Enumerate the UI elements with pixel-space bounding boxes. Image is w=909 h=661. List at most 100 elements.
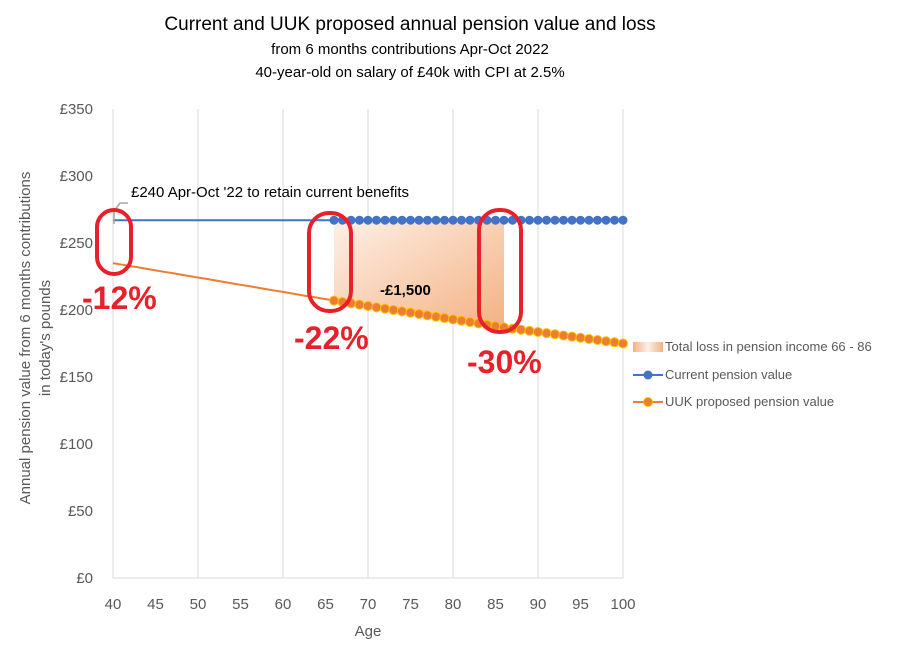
chart-subtitle-1: from 6 months contributions Apr-Oct 2022 [271, 41, 549, 58]
y-tick-0: £0 [76, 570, 93, 587]
x-tick-70: 70 [360, 596, 377, 613]
point-uuk-72 [380, 303, 390, 314]
point-uuk-91 [541, 328, 552, 339]
point-current-100 [618, 215, 628, 225]
point-uuk-95 [575, 332, 586, 343]
highlight-ellipse-66 [307, 211, 353, 313]
point-uuk-79 [439, 313, 450, 324]
point-current-97 [593, 215, 602, 225]
pct-label-86: -30% [467, 344, 542, 380]
point-current-93 [559, 215, 568, 225]
legend-label-uuk: UUK proposed pension value [665, 394, 835, 409]
x-tick-75: 75 [402, 596, 419, 613]
point-uuk-70 [363, 300, 373, 311]
point-current-94 [567, 215, 577, 225]
chart-title: Current and UUK proposed annual pension … [164, 14, 656, 35]
y-tick-250: £250 [60, 235, 93, 252]
point-uuk-100 [618, 338, 628, 349]
legend-label-loss: Total loss in pension income 66 - 86 [665, 339, 872, 354]
point-uuk-89 [524, 325, 535, 336]
point-current-69 [355, 215, 364, 225]
pct-label-66: -22% [294, 320, 369, 356]
x-tick-65: 65 [317, 596, 334, 613]
y-tick-350: £350 [60, 101, 93, 118]
point-current-89 [525, 215, 534, 225]
point-current-78 [431, 215, 441, 225]
loss-label: -£1,500 [380, 282, 431, 299]
point-current-74 [397, 215, 407, 225]
x-tick-50: 50 [190, 596, 207, 613]
point-uuk-74 [397, 306, 407, 317]
point-uuk-93 [558, 330, 569, 341]
legend-item-loss: Total loss in pension income 66 - 86 [633, 339, 872, 354]
point-current-79 [440, 215, 449, 225]
point-uuk-88 [516, 324, 526, 335]
y-axis-label-2: in today's pounds [37, 280, 54, 396]
point-current-76 [414, 215, 424, 225]
y-tick-50: £50 [68, 503, 93, 520]
x-tick-55: 55 [232, 596, 249, 613]
legend-swatch-uuk [633, 396, 663, 407]
point-uuk-75 [405, 307, 416, 318]
point-current-91 [542, 215, 551, 225]
x-tick-45: 45 [147, 596, 164, 613]
x-tick-60: 60 [275, 596, 292, 613]
highlight-ellipse-40 [95, 208, 133, 276]
x-tick-40: 40 [105, 596, 122, 613]
point-uuk-92 [550, 329, 560, 340]
point-uuk-77 [422, 310, 433, 321]
y-tick-150: £150 [60, 369, 93, 386]
callout-label: £240 Apr-Oct '22 to retain current benef… [131, 184, 410, 201]
x-tick-95: 95 [572, 596, 589, 613]
point-current-75 [406, 215, 415, 225]
point-uuk-94 [567, 331, 577, 342]
point-current-73 [389, 215, 398, 225]
x-axis-label: Age [355, 623, 382, 640]
y-tick-300: £300 [60, 168, 93, 185]
x-tick-100: 100 [610, 596, 635, 613]
legend-swatch-current [633, 370, 663, 379]
point-current-70 [363, 215, 373, 225]
point-uuk-90 [533, 326, 543, 337]
point-uuk-69 [354, 299, 365, 310]
point-current-92 [550, 215, 560, 225]
point-uuk-76 [414, 309, 424, 320]
highlight-ellipse-86 [477, 208, 523, 334]
point-current-82 [465, 215, 475, 225]
point-current-96 [584, 215, 594, 225]
loss-area [334, 220, 504, 328]
point-current-81 [457, 215, 466, 225]
point-uuk-81 [456, 315, 467, 326]
point-uuk-99 [609, 337, 620, 348]
point-uuk-71 [371, 302, 382, 313]
point-uuk-96 [584, 333, 594, 344]
legend-swatch-loss [633, 341, 663, 352]
point-current-77 [423, 215, 432, 225]
point-current-72 [380, 215, 390, 225]
point-uuk-98 [601, 336, 611, 347]
point-current-95 [576, 215, 585, 225]
point-uuk-82 [465, 317, 475, 328]
y-axis-label-1: Annual pension value from 6 months contr… [17, 172, 34, 505]
point-current-99 [610, 215, 619, 225]
point-current-71 [372, 215, 381, 225]
point-uuk-80 [448, 314, 458, 325]
legend-item-current: Current pension value [633, 367, 792, 382]
legend-item-uuk: UUK proposed pension value [633, 394, 834, 409]
point-uuk-78 [431, 311, 441, 322]
point-current-80 [448, 215, 458, 225]
point-current-90 [533, 215, 543, 225]
y-tick-200: £200 [60, 302, 93, 319]
chart-subtitle-2: 40-year-old on salary of £40k with CPI a… [255, 64, 565, 81]
x-tick-80: 80 [445, 596, 462, 613]
y-tick-100: £100 [60, 436, 93, 453]
legend-label-current: Current pension value [665, 367, 793, 382]
point-current-98 [601, 215, 611, 225]
point-uuk-97 [592, 335, 603, 346]
point-uuk-73 [388, 305, 399, 315]
x-tick-90: 90 [530, 596, 547, 613]
x-tick-85: 85 [487, 596, 504, 613]
pct-label-40: -12% [82, 280, 157, 316]
